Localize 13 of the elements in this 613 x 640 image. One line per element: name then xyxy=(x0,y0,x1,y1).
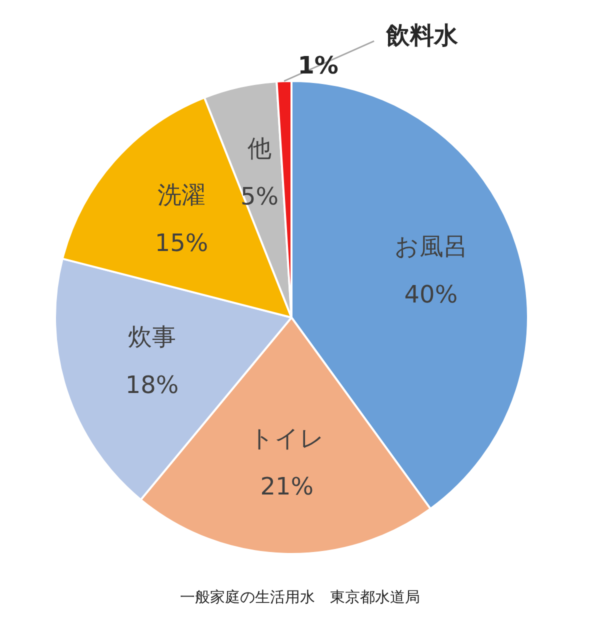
data-label: 5% xyxy=(240,182,279,211)
data-label: 18% xyxy=(125,371,179,400)
data-label: 1% xyxy=(298,51,338,80)
data-label: 40% xyxy=(404,280,458,308)
data-label: 15% xyxy=(154,228,208,257)
slice-label: 飲料水 xyxy=(385,21,460,50)
text: 一般家庭の生活用水 東京都水道局 xyxy=(180,588,420,607)
slice-label: お風呂 xyxy=(394,232,468,260)
slice-label: トイレ xyxy=(249,424,324,452)
data-label: 21% xyxy=(260,472,314,500)
slice-label: 他 xyxy=(248,134,272,163)
slice-label: 炊事 xyxy=(128,323,176,352)
slice-label: 洗濯 xyxy=(158,180,206,209)
